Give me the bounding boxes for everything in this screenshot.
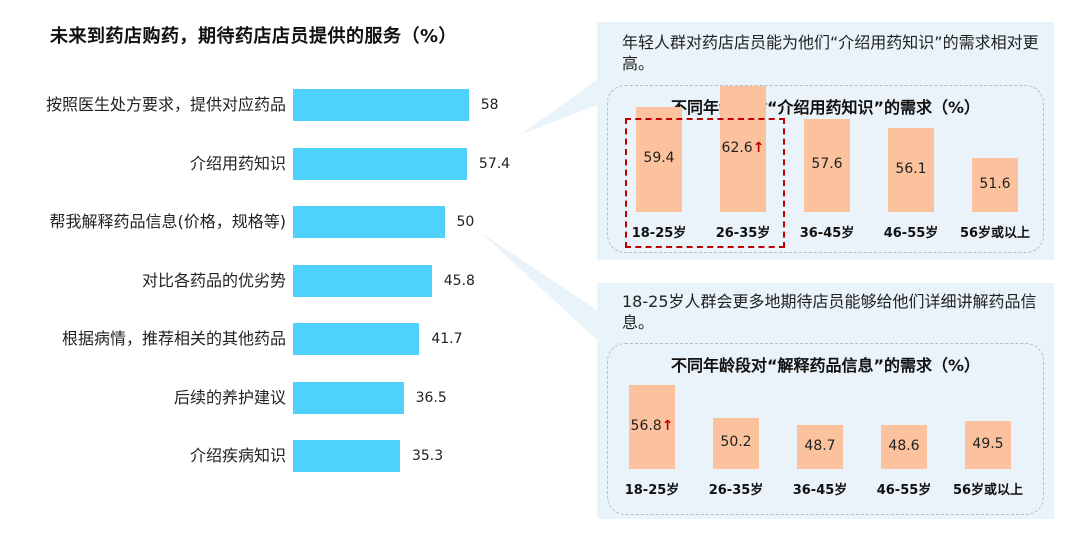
column-category-label: 46-55岁 <box>876 483 932 498</box>
column: 50.2 <box>713 417 759 469</box>
bar-value-label: 35.3 <box>411 448 444 464</box>
bar <box>293 323 420 355</box>
column-bar <box>804 118 850 212</box>
column-value-label: 62.6↑ <box>720 140 766 156</box>
bar-value-label: 57.4 <box>478 155 511 172</box>
bar-value-label: 58 <box>480 97 499 113</box>
column: 48.7 <box>797 424 843 469</box>
up-arrow-icon: ↑ <box>752 140 765 157</box>
column-value-text: 51.6 <box>979 175 1011 192</box>
bar-category-label: 帮我解释药品信息(价格，规格等) <box>49 212 287 231</box>
column: 48.6 <box>881 425 927 469</box>
bar-category-label: 按照医生处方要求，提供对应药品 <box>45 95 286 114</box>
bar-category-label: 对比各药品的优劣势 <box>141 270 286 290</box>
column: 59.4 <box>636 106 682 212</box>
column-value-text: 49.5 <box>972 435 1004 452</box>
column-bar <box>972 157 1018 212</box>
column-bar <box>965 420 1011 469</box>
bar-row: 介绍用药知识 57.4 <box>0 147 1080 180</box>
bar-value-label: 36.5 <box>415 389 447 406</box>
column-category-label: 18-25岁 <box>624 483 680 498</box>
column: 62.6↑ <box>720 86 766 212</box>
callout-wedge-top <box>520 80 597 135</box>
column-category-label: 56岁或以上 <box>959 226 1031 241</box>
column-value-text: 48.7 <box>804 437 836 454</box>
column: 49.5 <box>965 420 1011 469</box>
bar <box>293 206 445 238</box>
column-value-label: 57.6 <box>804 156 850 172</box>
column-bar <box>720 86 766 212</box>
left-chart-title: 未来到药店购药，期待药店店员提供的服务（%） <box>50 26 458 47</box>
column-bar <box>629 385 675 469</box>
column-value-text: 48.6 <box>888 438 920 455</box>
column-bar <box>888 128 934 212</box>
bar-row: 按照医生处方要求，提供对应药品 58 <box>0 89 1080 121</box>
column-value-text: 50.2 <box>720 434 752 451</box>
bar <box>293 89 469 121</box>
bar-value-label: 50 <box>456 214 475 230</box>
bar <box>293 264 432 297</box>
callout-wedge-bottom <box>480 232 597 340</box>
bar-category-label: 根据病情，推荐相关的其他药品 <box>61 329 286 348</box>
column: 56.8↑ <box>629 385 675 469</box>
bottom-chart-title: 不同年龄段对“解释药品信息”的需求（%） <box>670 356 981 375</box>
column-category-label: 18-25岁 <box>631 226 687 241</box>
column-value-label: 56.1 <box>888 161 934 177</box>
column-value-label: 59.4 <box>636 150 682 166</box>
bottom-panel-description: 18-25岁人群会更多地期待店员能够给他们详细讲解药品信息。 <box>622 292 1037 332</box>
column: 56.1 <box>888 128 934 212</box>
column-category-label: 36-45岁 <box>799 226 855 241</box>
bar-row: 对比各药品的优劣势 45.8 <box>0 264 1080 297</box>
bar-category-label: 后续的养护建议 <box>173 387 286 407</box>
column-category-label: 26-35岁 <box>715 226 771 241</box>
column-value-label: 51.6 <box>972 176 1018 192</box>
column: 51.6 <box>972 157 1018 212</box>
column-category-label: 46-55岁 <box>883 226 939 241</box>
column-value-text: 62.6 <box>721 140 753 157</box>
column-value-label: 48.7 <box>797 438 843 454</box>
column-category-label: 56岁或以上 <box>952 483 1024 498</box>
column-bar <box>636 106 682 212</box>
bar-row: 根据病情，推荐相关的其他药品 41.7 <box>0 323 1080 355</box>
bar-row: 帮我解释药品信息(价格，规格等) 50 <box>0 206 1080 238</box>
column-bar <box>797 424 843 469</box>
column-value-text: 59.4 <box>643 150 675 167</box>
top-panel-description: 年轻人群对药店店员能为他们“介绍用药知识”的需求相对更高。 <box>622 33 1039 73</box>
column: 57.6 <box>804 118 850 212</box>
bar <box>293 440 400 472</box>
column-value-label: 50.2 <box>713 434 759 450</box>
bar <box>293 147 467 180</box>
bar-value-label: 45.8 <box>443 272 475 289</box>
bar-category-label: 介绍用药知识 <box>189 153 286 173</box>
column-category-label: 26-35岁 <box>708 483 764 498</box>
up-arrow-icon: ↑ <box>661 418 674 435</box>
bar-value-label: 41.7 <box>431 331 463 347</box>
bar-category-label: 介绍疾病知识 <box>189 446 286 465</box>
highlight-box <box>625 118 785 248</box>
column-value-label: 56.8↑ <box>629 418 675 434</box>
column-bar <box>713 417 759 469</box>
bar-row: 后续的养护建议 36.5 <box>0 381 1080 414</box>
column-value-label: 48.6 <box>881 438 927 454</box>
column-category-label: 36-45岁 <box>792 483 848 498</box>
column-value-label: 49.5 <box>965 436 1011 452</box>
column-value-text: 56.1 <box>895 161 927 178</box>
column-value-text: 56.8 <box>630 418 662 435</box>
bottom-panel: 18-25岁人群会更多地期待店员能够给他们详细讲解药品信息。 不同年龄段对“解释… <box>597 283 1054 519</box>
bar-row: 介绍疾病知识 35.3 <box>0 440 1080 472</box>
column-bar <box>881 425 927 469</box>
column-value-text: 57.6 <box>811 156 843 173</box>
bar <box>293 381 404 414</box>
